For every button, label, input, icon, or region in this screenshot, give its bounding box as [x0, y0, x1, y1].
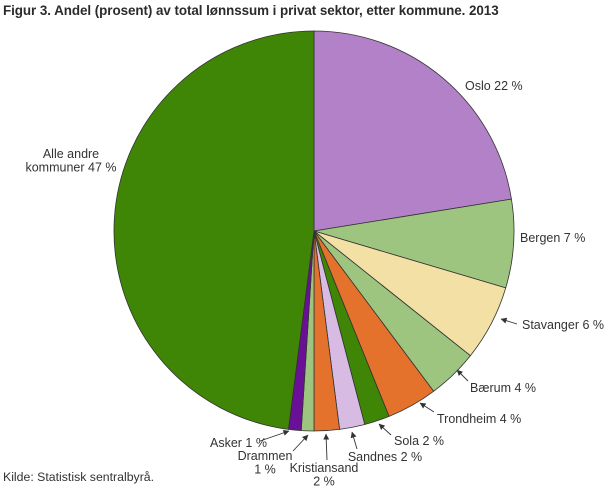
slice-label-stavanger: Stavanger 6 %: [522, 318, 604, 332]
leader-line-sandnes: [350, 431, 358, 450]
pie-slices-group: [113, 30, 515, 432]
slice-label-trondheim: Trondheim 4 %: [437, 412, 521, 426]
leader-line-asker: [259, 429, 290, 442]
leader-lines-group: [259, 317, 518, 461]
slice-label-alle-andre-kommuner: Alle andre kommuner 47 %: [25, 147, 116, 175]
leader-line-stavanger: [500, 317, 518, 325]
slice-label-oslo: Oslo 22 %: [465, 79, 523, 93]
slice-label-asker: Asker 1 %: [210, 436, 267, 450]
slice-label-sandnes: Sandnes 2 %: [348, 450, 422, 464]
leader-line-drammen: [292, 434, 309, 452]
source-note: Kilde: Statistisk sentralbyrå.: [3, 470, 155, 484]
leader-line-sola: [378, 423, 392, 436]
slice-label-b-rum: Bærum 4 %: [470, 381, 536, 395]
slice-label-drammen: Drammen 1 %: [238, 449, 293, 477]
leader-line-kristiansand: [323, 433, 330, 461]
slice-labels-group: Oslo 22 % Bergen 7 % Stavanger 6 % Bærum 4 …: [25, 79, 604, 488]
slice-label-sola: Sola 2 %: [394, 434, 444, 448]
leader-line-b-rum: [456, 369, 469, 382]
figure-title: Figur 3. Andel (prosent) av total lønnss…: [3, 3, 499, 18]
slice-label-bergen: Bergen 7 %: [520, 231, 585, 245]
pie-slice-alle-andre-kommuner: [113, 30, 315, 430]
slice-label-kristiansand: Kristiansand 2 %: [290, 461, 359, 488]
leader-line-trondheim: [419, 402, 435, 413]
pie-slice-oslo: [313, 30, 512, 232]
